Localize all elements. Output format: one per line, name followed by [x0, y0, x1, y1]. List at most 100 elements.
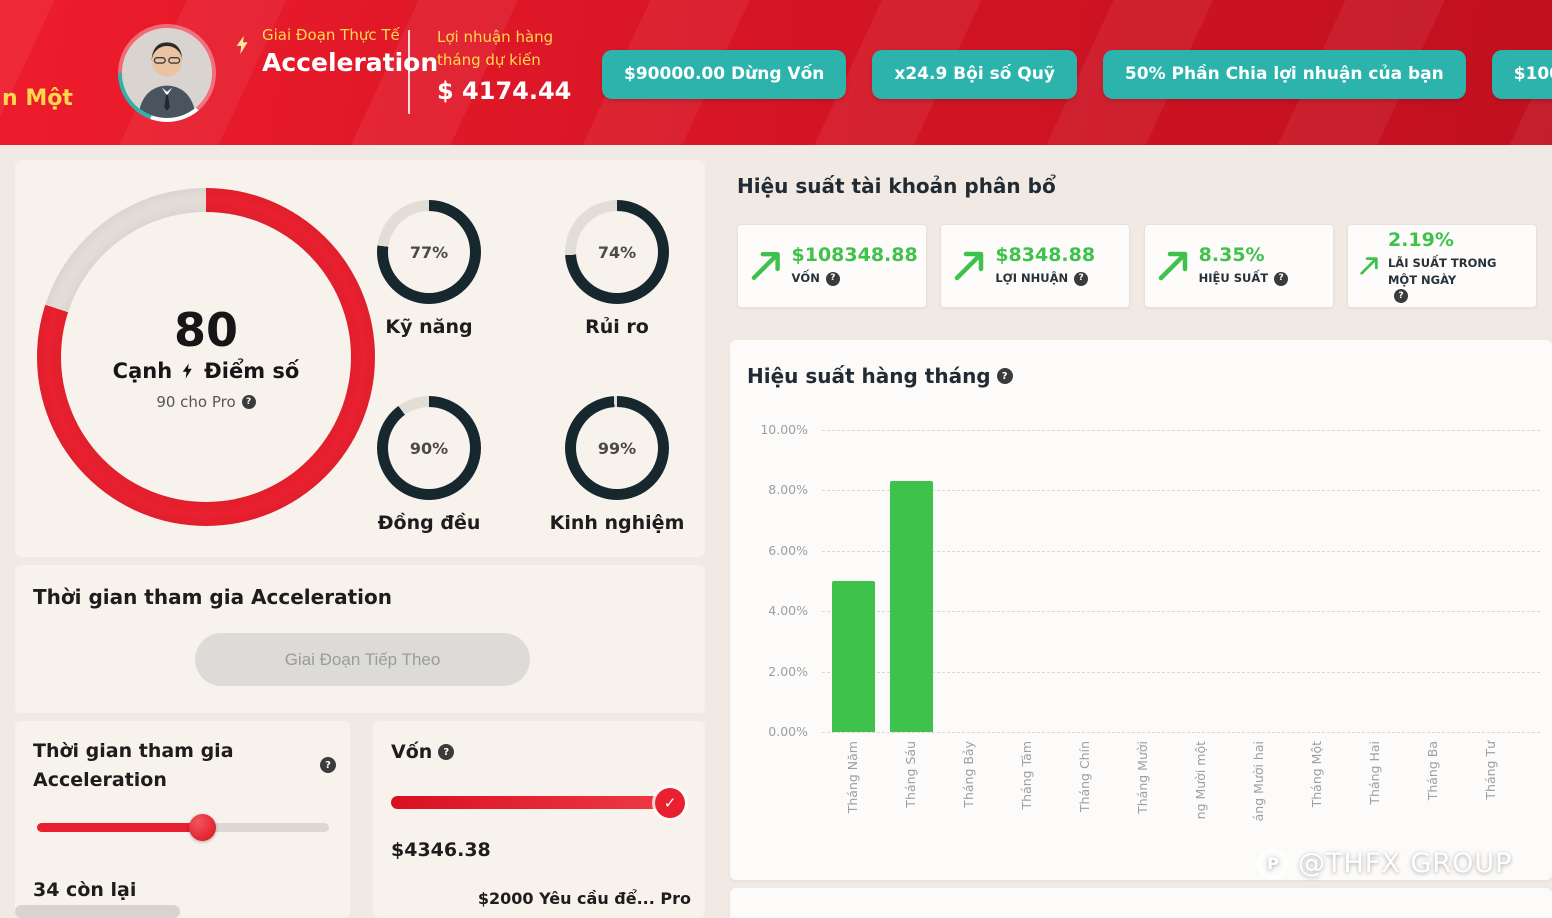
gauge-block-risk: 74% Rủi ro [542, 200, 692, 338]
horizontal-scrollbar[interactable] [15, 905, 180, 918]
question-icon[interactable]: ? [1274, 272, 1289, 286]
question-icon[interactable]: ? [320, 757, 336, 773]
brand-circle-icon: P [1258, 848, 1288, 879]
chart-xlabel: Tháng Hai [1367, 741, 1382, 805]
consistency-gauge-value: 90% [409, 438, 449, 458]
chart-plot: Tháng Năm Tháng Sáu Tháng Bảy Tháng Tám Thán… [822, 430, 1540, 821]
stat-daily-rate-label: LÃI SUẤT TRONG MỘT NGÀY ? [1388, 255, 1526, 304]
time-slider[interactable] [37, 814, 329, 841]
chart-xlabel: ng Mười một [1193, 741, 1208, 820]
allocation-heading: Hiệu suất tài khoản phân bổ [737, 174, 1056, 198]
profit-value: $ 4174.44 [437, 76, 572, 105]
stat-card-performance: 8.35% HIỆU SUẤT ? [1143, 224, 1334, 308]
chart-xlabel: Tháng Tư [1483, 741, 1498, 800]
chart-ytick: 0.00% [768, 724, 808, 739]
chart-gridline [822, 430, 1540, 431]
question-icon[interactable]: ? [996, 368, 1013, 384]
chart-xlabel: Tháng Tám [1019, 741, 1034, 810]
experience-gauge: 99% [565, 396, 669, 500]
score-card: 80 Cạnh Điểm số 90 cho Pro ? 77% Kỹ năng [15, 160, 705, 557]
chart-bar[interactable] [831, 581, 875, 732]
chart-ytick: 2.00% [768, 663, 808, 679]
chart-title-row: Hiệu suất hàng tháng ? [747, 364, 1013, 388]
next-stage-button[interactable]: Giai Đoạn Tiếp Theo [195, 633, 530, 686]
monthly-performance-card: Hiệu suất hàng tháng ? 10.00% 8.00% 6.00% 4… [730, 340, 1552, 880]
watermark: P @THFX GROUP [1258, 848, 1512, 879]
stat-performance-value: 8.35% [1198, 244, 1265, 267]
trend-up-icon [1158, 251, 1187, 281]
edge-score-gauge: 80 Cạnh Điểm số 90 cho Pro ? [37, 188, 375, 526]
stat-daily-rate-value: 2.19% [1387, 228, 1454, 251]
gauge-block-consistency: 90% Đồng đều [354, 396, 504, 534]
edge-score-label: Cạnh Điểm số [113, 359, 300, 383]
time-card-title: Thời gian tham gia Acceleration [33, 740, 234, 792]
chart-ytick: 4.00% [768, 603, 808, 619]
chart-xlabel: Tháng Chín [1077, 741, 1092, 813]
next-stage-title: Thời gian tham gia Acceleration [33, 585, 392, 609]
profit-label: Lợi nhuận hàng tháng dự kiến [437, 28, 554, 70]
question-icon[interactable]: ? [241, 395, 256, 409]
experience-gauge-label: Kinh nghiệm [549, 512, 685, 534]
lightning-icon [182, 363, 192, 379]
capital-requirement: $2000 Yêu cầu để... Pro [477, 889, 691, 908]
capital-progress-bar: ✓ [391, 788, 685, 818]
trend-up-icon [1360, 257, 1378, 275]
profit-block: Lợi nhuận hàng tháng dự kiến $ 4174.44 [437, 26, 571, 105]
time-remaining-label: 34 còn lại [33, 879, 137, 901]
chart-bar[interactable] [889, 481, 933, 732]
check-icon: ✓ [655, 788, 685, 818]
capital-title-row: Vốn ? [391, 741, 455, 763]
header-pills: $90000.00 Dừng Vốn x24.9 Bội số Quỹ 50% … [602, 50, 1552, 99]
stat-capital-value: $108348.88 [791, 244, 918, 267]
chart-ytick: 8.00% [768, 482, 808, 498]
slider-thumb[interactable] [189, 814, 217, 841]
stat-profit-value: $8348.88 [995, 244, 1096, 267]
allocation-stats-row: $108348.88 VỐN ? $8348.88 LỢI NHUẬN ? [737, 224, 1537, 312]
question-icon[interactable]: ? [438, 744, 455, 760]
stage-label: Giai Đoạn Thực Tế [262, 26, 400, 44]
experience-gauge-value: 99% [597, 438, 637, 458]
skill-gauge-value: 77% [409, 242, 449, 262]
pill-fund-multiplier[interactable]: x24.9 Bội số Quỹ [872, 50, 1077, 99]
pill-max-funding[interactable]: $100k Tài trợ tố [1491, 50, 1552, 99]
avatar-ring [118, 24, 216, 122]
chart-gridline [822, 550, 1540, 552]
stat-capital-label: VỐN ? [792, 270, 916, 287]
lightning-icon [236, 35, 248, 55]
question-icon[interactable]: ? [825, 272, 840, 286]
edge-score-subtext: 90 cho Pro ? [156, 393, 256, 411]
capital-progress-fill [391, 796, 673, 809]
chart-ytick: 10.00% [760, 422, 808, 437]
chart-gridline [822, 611, 1540, 613]
chart-gridline [822, 671, 1540, 673]
next-section-card [730, 888, 1552, 918]
chart-ylabels: 10.00% 8.00% 6.00% 4.00% 2.00% 0.00% [730, 422, 814, 750]
chart-xlabel: Tháng Bảy [961, 741, 976, 808]
chart-gridline [822, 490, 1540, 492]
trend-up-icon [751, 251, 780, 281]
chart-xlabel: áng Mười hai [1251, 741, 1266, 822]
risk-gauge-value: 74% [597, 242, 637, 262]
edge-score-value: 80 [173, 303, 238, 357]
time-remaining-card: Thời gian tham gia Acceleration ? 34 còn… [15, 721, 350, 918]
skill-gauge: 77% [377, 200, 481, 304]
capital-amount: $4346.38 [391, 839, 491, 861]
chart-xlabel: Tháng Mười [1135, 741, 1150, 814]
capital-card: Vốn ? ✓ $4346.38 $2000 Yêu cầu để... Pro [373, 721, 705, 918]
avatar-person-icon [122, 28, 212, 118]
chart-title: Hiệu suất hàng tháng [747, 364, 991, 388]
pill-drawdown[interactable]: $90000.00 Dừng Vốn [602, 50, 847, 99]
risk-gauge: 74% [565, 200, 669, 304]
header-divider [408, 30, 410, 114]
top-header: n Một Giai Đoạn Thực Tế [0, 0, 1552, 145]
edge-score-label-right: Điểm số [204, 359, 300, 383]
risk-gauge-label: Rủi ro [585, 316, 649, 338]
stat-card-daily-rate: 2.19% LÃI SUẤT TRONG MỘT NGÀY ? [1346, 224, 1537, 308]
pill-profit-split[interactable]: 50% Phần Chia lợi nhuận của bạn [1102, 50, 1466, 99]
question-icon[interactable]: ? [1393, 289, 1408, 304]
question-icon[interactable]: ? [1074, 272, 1089, 286]
avatar[interactable] [122, 28, 212, 118]
chart-xlabel: Tháng Một [1309, 741, 1324, 808]
stat-profit-label: LỢI NHUẬN ? [995, 270, 1095, 287]
gauge-block-skill: 77% Kỹ năng [354, 200, 504, 338]
